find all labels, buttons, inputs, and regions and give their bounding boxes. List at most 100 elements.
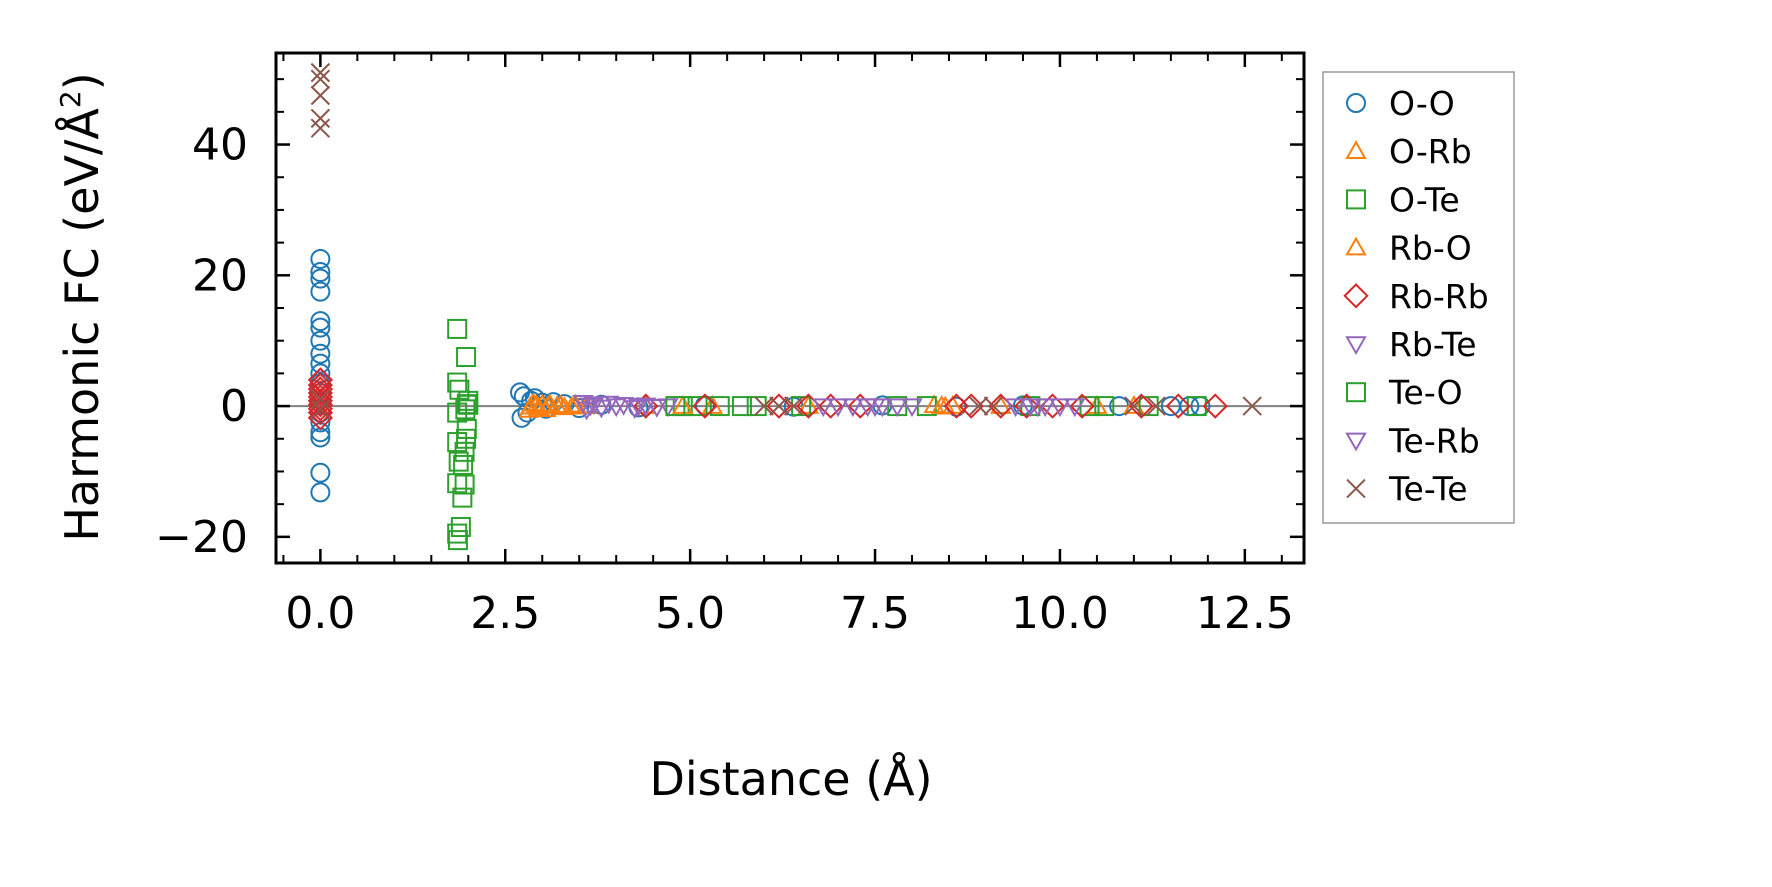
data-point (447, 530, 468, 551)
data-point (310, 317, 331, 338)
data-point (310, 69, 331, 89)
data-point (561, 395, 583, 415)
data-point (665, 396, 686, 417)
data-point (1165, 393, 1191, 419)
data-point (1124, 396, 1144, 416)
y-tick-label: 20 (192, 250, 248, 301)
data-point (310, 482, 331, 503)
data-point (709, 396, 730, 417)
y-tick-label: 0 (220, 381, 248, 432)
y-axis-label-close: ) (55, 72, 109, 90)
data-point (310, 399, 331, 420)
series-te-te (310, 62, 1262, 420)
legend-marker (1345, 432, 1367, 452)
y-tick-label: −20 (155, 512, 248, 563)
data-point (1064, 398, 1086, 418)
x-tick-label: 10.0 (1011, 588, 1109, 639)
data-point (1123, 395, 1145, 414)
data-point (1186, 396, 1207, 417)
data-point (307, 380, 334, 406)
data-point (310, 108, 331, 129)
data-point (827, 398, 849, 418)
data-point (766, 393, 792, 419)
series-o-o (310, 248, 1211, 503)
legend-marker (1345, 236, 1367, 256)
data-point (310, 462, 331, 483)
x-axis-label: Distance (Å) (649, 752, 932, 806)
data-point (310, 389, 331, 410)
plot-area (276, 62, 1304, 551)
legend-marker (1346, 93, 1366, 113)
data-point (818, 393, 844, 419)
x-tick-label: 0.0 (285, 588, 355, 639)
data-point (983, 396, 1004, 416)
legend-marker (1346, 382, 1366, 403)
data-point (310, 281, 331, 302)
series-rb-o (519, 394, 953, 415)
legend-label: O-Te (1389, 180, 1460, 219)
data-point (627, 398, 650, 418)
data-point (307, 399, 334, 426)
legend-label: Te-Rb (1388, 421, 1480, 460)
data-point (1094, 396, 1115, 417)
legend-marker (1345, 336, 1367, 356)
data-point (657, 398, 679, 418)
data-point (511, 407, 532, 428)
data-point (307, 367, 334, 393)
legend: O-O O-Rb O-Te Rb-O Rb-Rb Rb-Te Te-O Te-Rb Te-Te (1322, 71, 1515, 524)
data-point (1202, 393, 1228, 419)
data-point (623, 400, 646, 420)
plot-frame (274, 51, 1306, 565)
data-point (519, 395, 542, 415)
legend-label: Rb-O (1389, 229, 1472, 268)
data-point (1069, 393, 1095, 419)
legend-label: O-O (1389, 84, 1455, 123)
y-axis-label-main: Harmonic FC (eV/Å (55, 108, 109, 542)
y-axis-label: Harmonic FC (eV/Å2) (54, 72, 109, 541)
data-point (307, 405, 334, 431)
data-point (307, 396, 334, 422)
data-point (797, 395, 820, 414)
legend-marker (1343, 283, 1369, 309)
series-te-rb (579, 397, 1049, 418)
data-point (310, 268, 331, 289)
y-tick-label: 40 (192, 120, 248, 171)
data-point (453, 454, 474, 475)
data-point (958, 393, 984, 419)
series-o-te (447, 318, 1207, 551)
x-tick-label: 2.5 (470, 588, 540, 639)
legend-label: Rb-Te (1389, 325, 1477, 364)
data-point (310, 311, 331, 332)
axes: 0.0 2.5 5.0 7.5 10.0 12.5 −20 0 20 40 (155, 51, 1306, 639)
x-tick-label: 7.5 (840, 588, 910, 639)
data-point (525, 394, 548, 414)
data-point (842, 398, 864, 418)
data-point (886, 398, 908, 418)
data-point (901, 398, 923, 418)
data-point (692, 393, 718, 419)
data-point (812, 398, 835, 418)
data-point (456, 418, 477, 439)
data-point (454, 474, 475, 495)
data-point (447, 372, 468, 393)
data-point (1242, 396, 1262, 416)
data-point (456, 347, 477, 368)
data-point (672, 395, 694, 414)
series-rb-te (572, 395, 1086, 421)
data-point (310, 343, 331, 364)
legend-marker (1345, 140, 1367, 159)
x-tick-label: 12.5 (1196, 588, 1294, 639)
data-point (310, 62, 331, 83)
data-point (550, 394, 572, 414)
x-tick-label: 5.0 (655, 588, 725, 639)
data-point (754, 396, 774, 416)
data-point (458, 394, 479, 415)
data-point (310, 85, 331, 106)
legend-label: Te-O (1388, 373, 1463, 412)
data-point (769, 396, 789, 416)
data-point (579, 397, 602, 417)
legend-label: O-Rb (1389, 132, 1472, 171)
data-point (746, 396, 767, 417)
